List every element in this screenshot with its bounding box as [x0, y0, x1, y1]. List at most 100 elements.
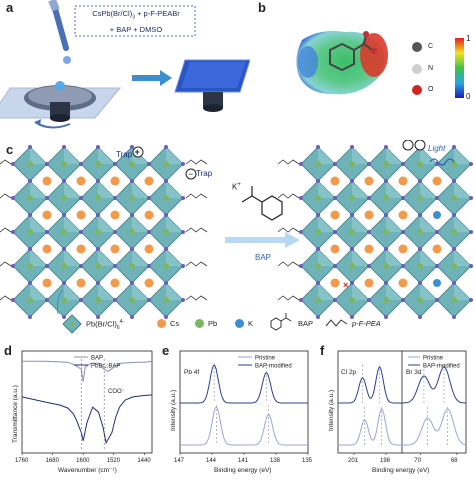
octahedron-facet: [166, 181, 183, 198]
atom-label-o: O: [428, 86, 434, 93]
pfpea-chain-icon: [325, 319, 348, 327]
pb-atom: [129, 297, 135, 303]
octahedron-facet: [98, 147, 115, 164]
halide-atom: [79, 230, 83, 234]
halide-atom: [62, 179, 66, 183]
halide-atom: [11, 298, 15, 302]
halide-atom: [181, 298, 185, 302]
legend-pfpea: p-F-PEA: [352, 319, 381, 328]
cs-atom: [76, 278, 86, 288]
halide-atom: [469, 230, 473, 234]
halide-atom: [28, 315, 32, 319]
halide-atom: [147, 264, 151, 268]
pb-atom: [349, 161, 355, 167]
pfpea-chain: [0, 295, 12, 301]
k-atom: [432, 278, 442, 288]
pb-atom: [129, 195, 135, 201]
octahedron-facet: [64, 181, 81, 198]
legend-octahedron: Pb(Br/Cl)64-: [86, 319, 125, 331]
cs-atom: [330, 176, 340, 186]
octahedron-facet: [454, 283, 471, 300]
colorbar-min: 0: [466, 92, 471, 101]
x-tick-label: 1520: [107, 458, 121, 464]
cs-atom: [110, 210, 120, 220]
pb-atom: [27, 263, 33, 269]
x-axis-label: Binding energy (eV): [372, 467, 429, 474]
octahedron-facet: [420, 181, 437, 198]
halide-atom: [316, 247, 320, 251]
k-atom: [432, 210, 442, 220]
reagent-label: K+: [232, 182, 241, 192]
halide-atom: [147, 196, 151, 200]
halide-atom: [401, 298, 405, 302]
octahedron-facet: [98, 181, 115, 198]
halide-atom: [181, 196, 185, 200]
pb-atom: [315, 229, 321, 235]
octahedron-facet: [98, 249, 115, 266]
bond: [241, 195, 253, 203]
cl2p-line-bap-modified: [338, 366, 402, 404]
octahedron-facet: [318, 283, 335, 300]
halide-atom: [350, 179, 354, 183]
octahedron-facet: [352, 215, 369, 232]
halide-atom: [96, 213, 100, 217]
halide-atom: [384, 281, 388, 285]
pb-atom: [383, 195, 389, 201]
series-line-pbbr2-bap: [21, 394, 153, 445]
halide-atom: [164, 179, 168, 183]
halide-atom: [350, 247, 354, 251]
colorbar-max: 1: [466, 34, 471, 43]
series-line-pristine: [180, 406, 308, 446]
halide-atom: [401, 162, 405, 166]
br3d-line-pristine: [402, 408, 467, 446]
octahedron-facet: [386, 249, 403, 266]
halide-atom: [418, 281, 422, 285]
cs-atom: [144, 244, 154, 254]
halide-atom: [333, 162, 337, 166]
halide-atom: [181, 264, 185, 268]
halide-atom: [316, 315, 320, 319]
pb-atom: [451, 161, 457, 167]
halide-atom: [384, 315, 388, 319]
pfpea-chain: [0, 159, 12, 165]
pb-atom: [451, 229, 457, 235]
legend-cs: Cs: [170, 319, 180, 328]
halide-atom: [130, 145, 134, 149]
pb-atom: [61, 195, 67, 201]
halide-atom: [418, 213, 422, 217]
halide-atom: [367, 264, 371, 268]
halide-atom: [79, 196, 83, 200]
pfpea-chain: [277, 295, 300, 301]
bap-arrow-label: BAP: [255, 253, 272, 262]
octahedron-facet: [98, 215, 115, 232]
pfpea-chain: [277, 193, 300, 199]
x-axis-label: Wavenumber (cm⁻¹): [58, 467, 117, 474]
cs-atom: [364, 244, 374, 254]
pb-atom: [163, 297, 169, 303]
xps-cl-br-chart: 201 198 70 68 Binding energy (eV) Intensity (…: [328, 350, 467, 474]
cs-dot-icon: [157, 319, 166, 328]
cs-atom: [42, 278, 52, 288]
pb-atom: [315, 195, 321, 201]
pb-atom: [129, 161, 135, 167]
halide-atom: [435, 196, 439, 200]
halide-atom: [164, 213, 168, 217]
octahedron-facet: [30, 249, 47, 266]
halide-atom: [469, 264, 473, 268]
octahedron-facet: [30, 147, 47, 164]
halide-atom: [79, 298, 83, 302]
pb-atom: [451, 297, 457, 303]
pb-atom: [163, 229, 169, 235]
pb-atom: [163, 161, 169, 167]
cs-atom: [42, 210, 52, 220]
trap-minus-icon: [185, 168, 197, 180]
octahedron-facet: [30, 215, 47, 232]
halide-atom: [130, 213, 134, 217]
light-label: Light: [428, 144, 446, 153]
element-label-cl: Cl 2p: [341, 369, 357, 376]
halide-atom: [96, 179, 100, 183]
pb-atom: [451, 263, 457, 269]
halide-atom: [28, 213, 32, 217]
light-wave-icon: [429, 158, 455, 166]
halide-atom: [350, 281, 354, 285]
